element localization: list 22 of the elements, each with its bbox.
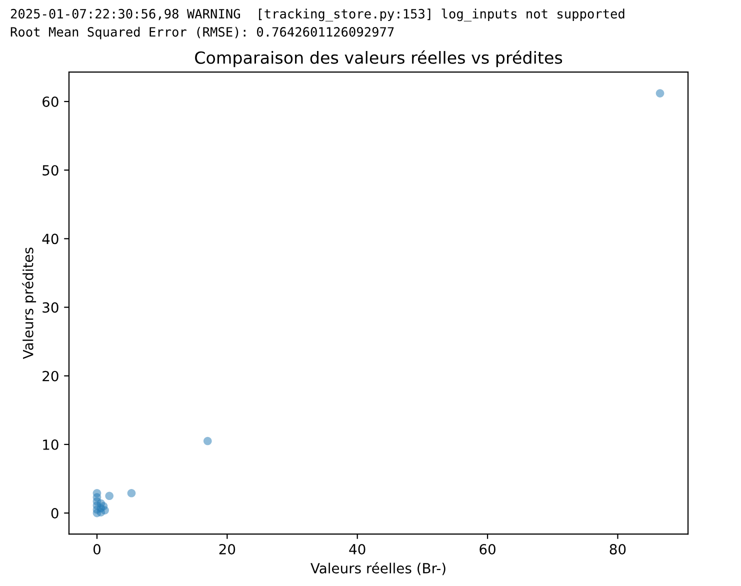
y-tick-label: 0 (51, 508, 58, 519)
text: Root Mean Squared Error (RMSE): 0.7642601126092977 (10, 26, 394, 40)
y-tick-label: 20 (42, 370, 58, 382)
x-tick-label: 80 (610, 544, 626, 554)
chart-title: Comparaison des valeurs réelles vs prédites (195, 50, 562, 68)
point (105, 492, 114, 500)
y-tick-label: 50 (42, 165, 58, 176)
y-axis-title: Valeurs prédites (22, 248, 36, 359)
x-axis-title: Valeurs réelles (Br-) (310, 562, 446, 576)
point (127, 488, 136, 498)
point (203, 436, 212, 446)
text: 2025-01-07:22:30:56,98 WARNING [tracking_store.py:153] log_inputs not supported (10, 8, 624, 22)
x-tick-label: 40 (349, 544, 366, 554)
x-tick-label: 0 (93, 544, 100, 554)
y-tick-label: 10 (43, 439, 58, 450)
x-tick-label: 20 (219, 544, 236, 554)
y-tick-label: 30 (42, 302, 58, 313)
point (656, 89, 664, 98)
x-tick-label: 60 (480, 544, 496, 554)
y-tick-label: 60 (42, 96, 58, 107)
y-tick-label: 40 (42, 234, 58, 244)
point (100, 506, 109, 514)
